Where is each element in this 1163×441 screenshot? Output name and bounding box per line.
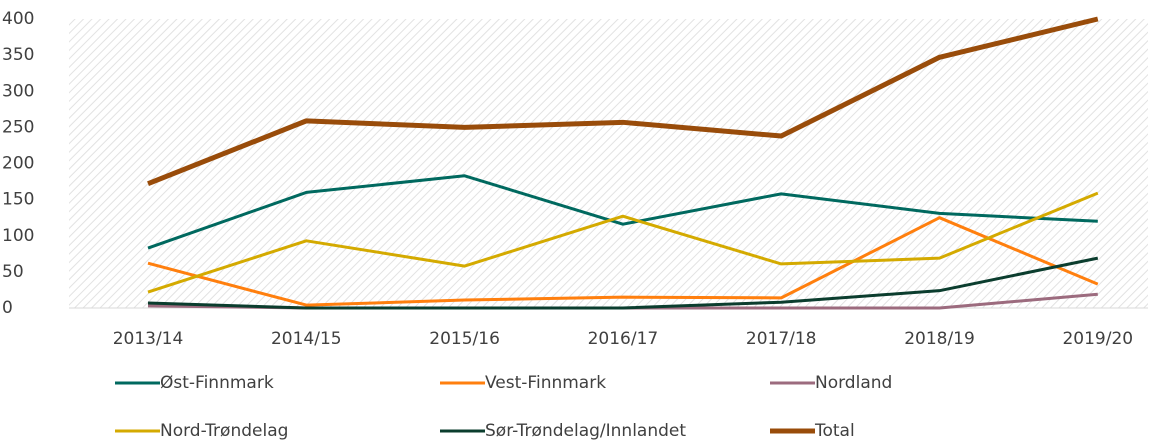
series-line (147, 256, 1099, 310)
y-tick-label: 50 (2, 262, 24, 282)
x-tick-label: 2015/16 (429, 329, 500, 349)
y-tick-label: 100 (2, 226, 34, 246)
legend-label: Øst-Finnmark (160, 373, 274, 393)
series-line (147, 191, 1099, 294)
series-line (147, 216, 1099, 307)
legend-label: Total (814, 421, 855, 441)
x-tick-label: 2019/20 (1062, 329, 1133, 349)
y-tick-label: 300 (2, 81, 34, 101)
legend-label: Sør-Trøndelag/Innlandet (485, 421, 686, 441)
x-tick-label: 2016/17 (588, 329, 659, 349)
legend-label: Vest-Finnmark (485, 373, 606, 393)
y-tick-label: 0 (2, 298, 13, 318)
y-tick-label: 400 (2, 9, 34, 29)
x-tick-label: 2014/15 (271, 329, 342, 349)
legend-label: Nordland (815, 373, 892, 393)
series-line (147, 174, 1098, 250)
series-line (147, 16, 1099, 187)
y-tick-label: 200 (2, 154, 34, 174)
x-tick-label: 2013/14 (113, 329, 184, 349)
x-tick-label: 2017/18 (746, 329, 817, 349)
y-tick-label: 350 (2, 45, 34, 65)
legend-label: Nord-Trøndelag (160, 421, 288, 441)
y-tick-label: 150 (2, 190, 34, 210)
x-tick-label: 2018/19 (904, 329, 975, 349)
y-tick-label: 250 (2, 117, 34, 137)
